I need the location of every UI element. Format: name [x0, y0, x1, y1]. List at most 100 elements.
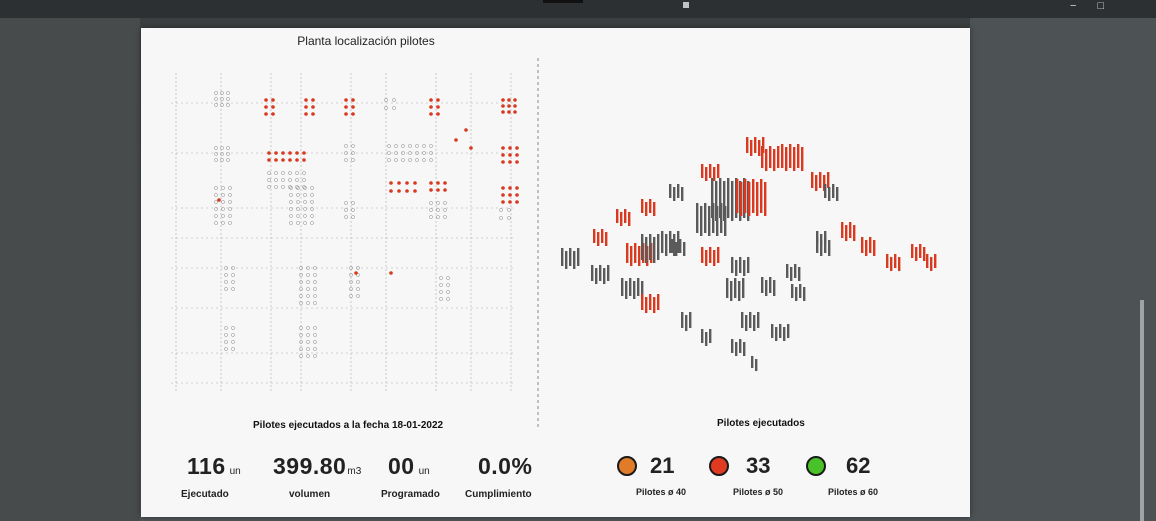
pile-executed	[304, 112, 308, 116]
pile-column	[641, 234, 644, 260]
pile-pending	[224, 326, 228, 330]
pile-column	[773, 280, 776, 296]
pile-column	[845, 225, 848, 241]
pile-column	[573, 251, 576, 269]
pile-pending	[288, 185, 292, 189]
diameter-50-color-dot	[709, 456, 729, 476]
pile-executed	[264, 98, 268, 102]
pile-pending	[443, 201, 447, 205]
pile-pending	[507, 208, 511, 212]
pile-pending	[228, 214, 232, 218]
restore-icon[interactable]: □	[1097, 0, 1105, 12]
pile-pending	[313, 347, 317, 351]
pile-column	[700, 206, 703, 236]
pile-pending	[436, 215, 440, 219]
pile-column	[794, 264, 797, 278]
pile-column	[742, 278, 745, 298]
pile-column	[657, 294, 660, 310]
pile-pending	[349, 273, 353, 277]
pile-pending	[439, 276, 443, 280]
pile-pending	[306, 280, 310, 284]
pile-executed	[429, 112, 433, 116]
pile-column	[595, 268, 598, 284]
pile-pending	[274, 171, 278, 175]
pile-column	[820, 234, 823, 246]
pile-pending	[303, 214, 307, 218]
pile-executed	[436, 112, 440, 116]
pile-column	[823, 175, 826, 191]
pile-column	[739, 257, 742, 273]
pile-column	[709, 164, 712, 178]
pile-pending	[267, 171, 271, 175]
pile-executed	[267, 151, 271, 155]
pile-column	[740, 182, 743, 216]
pile-executed	[302, 151, 306, 155]
kpi-label: Cumplimiento	[465, 489, 532, 500]
pile-pending	[446, 297, 450, 301]
kpi-value: 399.80	[273, 453, 347, 479]
pile-column	[824, 237, 827, 253]
pile-column	[715, 181, 718, 221]
pile-column	[911, 244, 914, 258]
pile-executed	[295, 151, 299, 155]
pile-pending	[507, 216, 511, 220]
pile-executed	[344, 112, 348, 116]
pile-column	[649, 234, 652, 260]
pile-pending	[344, 215, 348, 219]
pile-executed	[501, 104, 505, 108]
pile-column	[677, 231, 680, 253]
pile-column	[626, 243, 629, 263]
pile-column	[930, 257, 933, 271]
pile-pending	[303, 221, 307, 225]
kpi-volume: 399.80m3 volumen	[273, 453, 362, 500]
pile-column	[765, 149, 768, 171]
pile-pending	[313, 294, 317, 298]
pile-pending	[299, 333, 303, 337]
pile-pending	[231, 340, 235, 344]
pile-executed	[454, 138, 458, 142]
pile-executed	[302, 158, 306, 162]
pile-pending	[224, 266, 228, 270]
scrollbar[interactable]	[1140, 300, 1144, 521]
pile-executed	[501, 160, 505, 164]
pile-column	[738, 281, 741, 301]
pile-column	[620, 212, 623, 226]
pile-column	[915, 247, 918, 261]
pile-column	[873, 240, 876, 256]
kpi-unit: m3	[347, 466, 362, 477]
pile-pending	[224, 280, 228, 284]
pile-executed	[405, 181, 409, 185]
kpi-executed: 116 un Ejecutado	[181, 453, 241, 500]
pile-executed	[515, 200, 519, 204]
pile-pending	[306, 326, 310, 330]
pile-pending	[214, 152, 218, 156]
pile-pending	[313, 301, 317, 305]
pile-column	[747, 257, 750, 273]
pile-pending	[401, 151, 405, 155]
pile-column	[754, 137, 757, 153]
pile-column	[816, 231, 819, 243]
minimize-icon[interactable]: −	[1070, 0, 1077, 12]
pile-pending	[226, 103, 230, 107]
pile-pending	[214, 103, 218, 107]
pile-executed	[217, 198, 221, 202]
pile-pending	[310, 221, 314, 225]
pile-column	[605, 232, 608, 246]
pile-pending	[267, 178, 271, 182]
pile-executed	[413, 189, 417, 193]
pile-column	[791, 284, 794, 298]
pile-pending	[299, 326, 303, 330]
pile-column	[685, 315, 688, 331]
isometric-pile-view	[561, 137, 937, 371]
pile-column	[750, 140, 753, 156]
pile-column	[779, 324, 782, 338]
pile-pending	[313, 326, 317, 330]
pile-column	[760, 179, 763, 213]
pile-executed	[397, 189, 401, 193]
pile-column	[751, 356, 754, 368]
pile-pending	[214, 200, 218, 204]
pile-column	[705, 167, 708, 181]
pile-executed	[413, 181, 417, 185]
pile-executed	[264, 112, 268, 116]
kpi-unit: un	[229, 466, 241, 477]
